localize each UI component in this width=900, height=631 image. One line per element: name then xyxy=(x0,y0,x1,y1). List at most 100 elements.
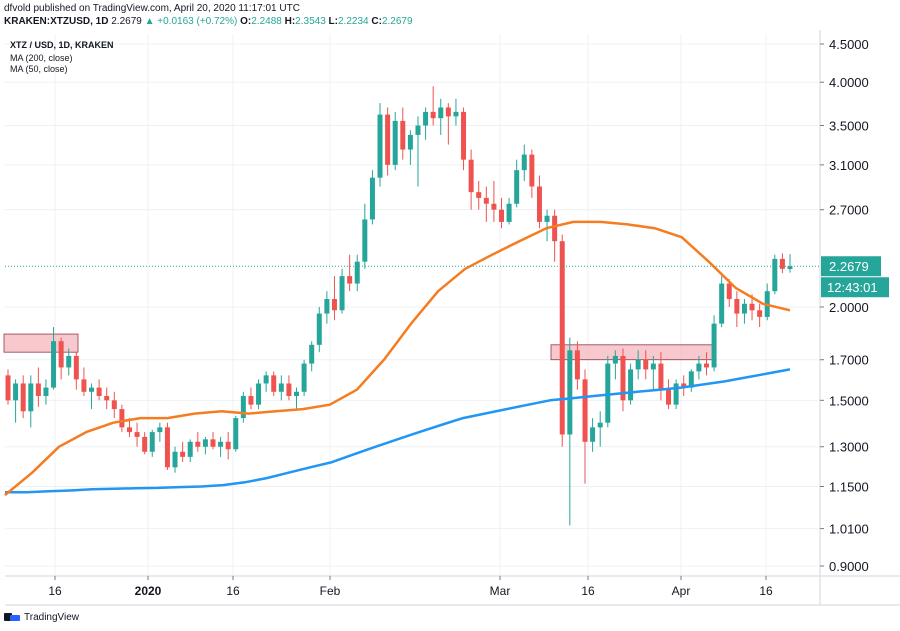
candle-body xyxy=(650,363,656,370)
low-value: 2.2234 xyxy=(338,16,369,27)
candle-body xyxy=(726,283,732,300)
candle-body xyxy=(468,159,474,193)
y-tick-label: 3.1000 xyxy=(829,158,869,173)
candle-body xyxy=(73,355,79,380)
candle-body xyxy=(666,389,672,405)
legend-entry: MA (200, close) xyxy=(10,53,73,63)
x-tick-label: 16 xyxy=(226,584,240,598)
candle-body xyxy=(218,441,224,447)
ma50-line xyxy=(4,220,791,497)
candle-body xyxy=(681,383,687,388)
candle-body xyxy=(58,341,64,368)
candle-body xyxy=(142,436,148,452)
candle-body xyxy=(498,209,504,222)
candle-body xyxy=(521,154,527,171)
x-tick-label: Feb xyxy=(320,584,341,598)
candle-body xyxy=(628,369,634,401)
candle-body xyxy=(377,114,383,178)
y-tick-label: 4.0000 xyxy=(829,75,869,90)
candle-body xyxy=(126,427,132,433)
candle-body xyxy=(309,344,315,364)
x-tick-label: 16 xyxy=(48,584,62,598)
candle-body xyxy=(514,170,520,204)
candle-body xyxy=(741,303,747,314)
candle-body xyxy=(278,383,284,392)
candle-body xyxy=(225,441,231,450)
candle-body xyxy=(43,387,49,397)
candle-body xyxy=(711,323,717,368)
candle-body xyxy=(331,299,337,311)
candle-body xyxy=(13,383,19,401)
open-value: 2.2488 xyxy=(251,16,282,27)
candle-body xyxy=(210,439,216,447)
candle-body xyxy=(529,154,535,187)
candle-body xyxy=(119,409,125,428)
candle-body xyxy=(240,396,246,419)
candle-body xyxy=(423,111,429,126)
candle-body xyxy=(590,427,596,442)
y-tick-label: 1.5000 xyxy=(829,393,869,408)
legend-entry: MA (50, close) xyxy=(10,64,68,74)
candle-body xyxy=(51,341,57,388)
candle-body xyxy=(582,379,588,442)
candle-body xyxy=(552,215,558,242)
candle-body xyxy=(172,451,178,468)
candle-body xyxy=(180,451,186,457)
high-label: H: xyxy=(284,16,296,27)
y-tick-label: 0.9000 xyxy=(829,559,869,574)
candle-body xyxy=(734,299,740,314)
footer: TradingView xyxy=(4,611,79,623)
x-tick-label: Apr xyxy=(672,584,691,598)
ma200-line xyxy=(5,368,791,494)
candle-body xyxy=(301,363,307,392)
x-tick-label: Mar xyxy=(490,584,511,598)
low-label: L: xyxy=(328,16,338,27)
price-change: ▲ +0.0163 (+0.72%) xyxy=(144,16,238,27)
candle-body xyxy=(673,383,679,405)
published-line: dfvold published on TradingView.com, Apr… xyxy=(4,3,300,14)
candle-body xyxy=(787,266,793,269)
candle-body xyxy=(157,427,163,433)
candle-body xyxy=(544,215,550,222)
candle-body xyxy=(339,276,345,311)
countdown-badge-label: 12:43:01 xyxy=(827,280,878,295)
x-tick-label: 2020 xyxy=(135,584,162,598)
candle-body xyxy=(719,283,725,324)
countdown-badge xyxy=(821,277,889,298)
candle-body xyxy=(612,355,618,364)
tradingview-logo-icon xyxy=(4,611,20,623)
y-tick-label: 1.1500 xyxy=(829,479,869,494)
candle-body xyxy=(316,313,322,345)
candle-body xyxy=(385,114,391,165)
candle-body xyxy=(597,422,603,428)
high-value: 2.3543 xyxy=(295,16,326,27)
candle-body xyxy=(286,383,292,397)
candle-body xyxy=(506,203,512,222)
candle-body xyxy=(263,375,269,384)
candle-body xyxy=(20,383,26,412)
candle-body xyxy=(111,400,117,410)
candle-body xyxy=(233,418,239,450)
y-tick-label: 3.5000 xyxy=(829,119,869,134)
candle-body xyxy=(324,299,330,314)
candle-body xyxy=(476,192,482,198)
candle-body xyxy=(369,177,375,220)
candle-body xyxy=(461,111,467,160)
support-zone xyxy=(3,333,79,353)
x-tick-label: 16 xyxy=(759,584,773,598)
candle-body xyxy=(658,363,664,390)
candle-body xyxy=(81,379,87,392)
y-tick-label: 1.0100 xyxy=(829,522,869,537)
chart-title: XTZ / USD, 1D, KRAKEN xyxy=(10,40,114,50)
candle-body xyxy=(688,371,694,388)
y-tick-label: 2.7000 xyxy=(829,203,869,218)
candle-body xyxy=(195,441,201,447)
candle-body xyxy=(445,107,451,117)
candle-body xyxy=(415,125,421,135)
candle-body xyxy=(28,383,34,412)
price-chart[interactable]: 4.5000 4.0000 3.5000 3.1000 2.7000 2.0000 1.70… xyxy=(0,0,900,611)
candle-body xyxy=(35,383,41,397)
x-tick-label: 16 xyxy=(581,584,595,598)
candle-body xyxy=(347,276,353,284)
candle-body xyxy=(696,363,702,372)
